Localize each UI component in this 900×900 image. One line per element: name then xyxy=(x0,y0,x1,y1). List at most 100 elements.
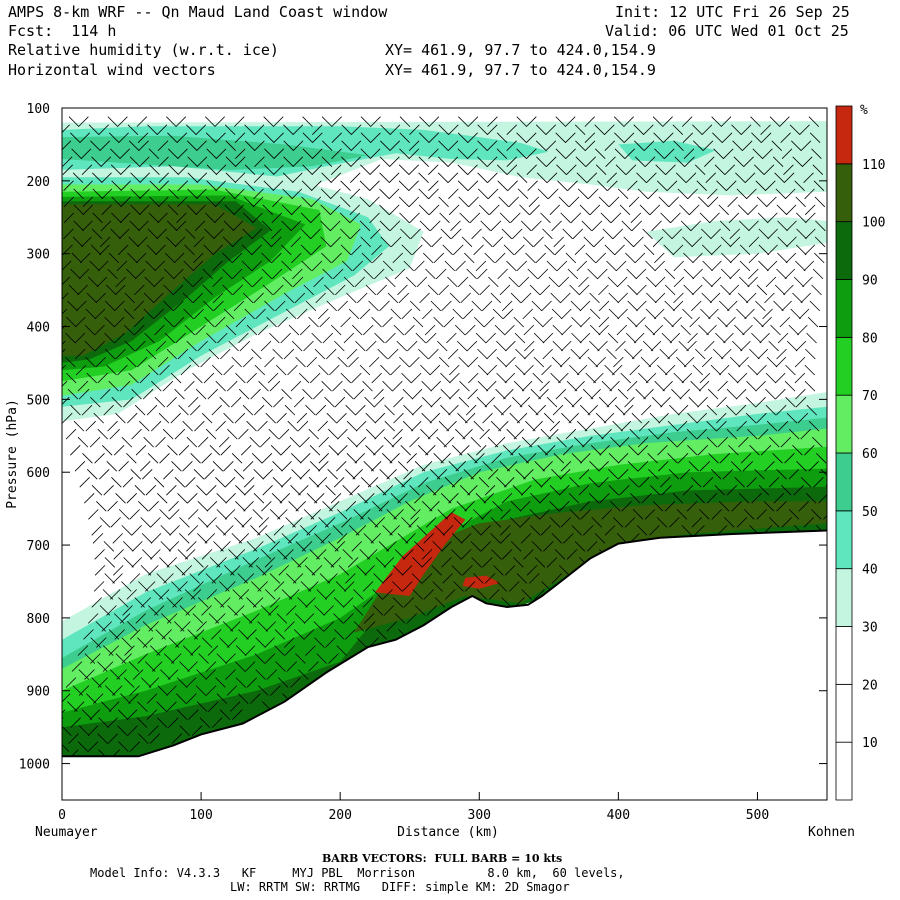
wind-barb-column xyxy=(716,116,760,536)
terrain-mask xyxy=(62,530,827,800)
wind-barb-column xyxy=(126,116,190,752)
wind-barb-column xyxy=(382,116,433,640)
wind-barb-column xyxy=(775,116,827,536)
left-endpoint-label: Neumayer xyxy=(35,825,98,840)
plot-frame xyxy=(61,107,828,801)
y-tick-label: 900 xyxy=(27,685,50,700)
y-tick-label: 1000 xyxy=(19,758,50,773)
init-time: Init: 12 UTC Fri 26 Sep 25 xyxy=(615,3,850,21)
colorbar-swatch xyxy=(835,683,853,743)
wind-barb-column xyxy=(68,116,134,760)
chart-title: AMPS 8-km WRF -- Qn Maud Land Coast wind… xyxy=(8,3,388,21)
y-tick-label: 600 xyxy=(27,466,50,481)
wind-barb-column xyxy=(676,116,713,536)
right-endpoint-label: Kohnen xyxy=(808,825,855,840)
xy-range-2: XY= 461.9, 97.7 to 424.0,154.9 xyxy=(385,61,656,79)
y-tick-label: 500 xyxy=(27,393,50,408)
wind-barb-column xyxy=(421,116,470,616)
wind-barb-column xyxy=(539,116,582,584)
barb-legend: BARB VECTORS: FULL BARB = 10 kts xyxy=(322,852,563,865)
x-tick-label: 500 xyxy=(746,808,769,823)
wind-barb-column xyxy=(342,116,395,648)
colorbar-swatch xyxy=(835,105,853,165)
colorbar-unit: % xyxy=(860,103,868,118)
wind-barb-column xyxy=(284,116,339,688)
colorbar-swatch xyxy=(835,336,853,396)
wind-barb-column xyxy=(500,116,545,608)
colorbar-swatch xyxy=(835,163,853,223)
colorbar-label: 80 xyxy=(862,331,878,346)
x-tick-label: 0 xyxy=(58,808,66,823)
colorbar-label: 20 xyxy=(862,678,878,693)
wind-barb-column xyxy=(598,116,638,544)
wind-barb-column xyxy=(146,116,209,744)
wind-barb-column xyxy=(185,116,246,736)
colorbar-swatch xyxy=(835,568,853,627)
model-info: Model Info: V4.3.3 KF MYJ PBL Morrison 8… xyxy=(90,866,625,880)
terrain-line xyxy=(62,529,828,758)
wind-barb-column xyxy=(225,116,284,720)
wind-barb-column xyxy=(303,116,358,672)
rh-low-band-7 xyxy=(354,501,827,633)
wind-barb-column xyxy=(62,116,116,752)
x-tick-label: 200 xyxy=(328,808,351,823)
wind-barb-column xyxy=(441,116,489,600)
wind-barb-column xyxy=(264,116,321,704)
rh-over-110-small xyxy=(462,575,501,589)
wind-barb-column xyxy=(205,116,265,728)
field-rh-label: Relative humidity (w.r.t. ice) xyxy=(8,41,279,59)
colorbar: 10 20 30 40 50 60 70 80 90 100 110 xyxy=(835,105,885,801)
colorbar-label: 10 xyxy=(862,736,878,751)
wind-barb-column xyxy=(107,116,171,760)
colorbar-label: 70 xyxy=(862,389,878,404)
wind-barb-column xyxy=(166,116,227,744)
colorbar-label: 40 xyxy=(862,563,878,578)
terrain-layer xyxy=(62,529,828,800)
wind-barb-column xyxy=(244,116,302,712)
rh-region-upper-50-60 xyxy=(62,135,368,170)
wind-barb-column xyxy=(323,116,377,664)
wind-barb-column xyxy=(401,116,451,624)
wind-barb-column xyxy=(559,116,601,568)
y-tick-label: 700 xyxy=(27,539,50,554)
colorbar-label: 30 xyxy=(862,621,878,636)
wind-barb-column xyxy=(87,116,153,760)
colorbar-label: 60 xyxy=(862,447,878,462)
x-tick-label: 300 xyxy=(468,808,491,823)
colorbar-swatch xyxy=(835,279,853,338)
wind-barb-column xyxy=(657,116,695,536)
colorbar-label: 110 xyxy=(862,158,885,173)
wind-barb-column xyxy=(755,116,805,536)
wind-barb-column xyxy=(519,116,563,600)
wind-barb-column xyxy=(637,116,676,536)
colorbar-swatch xyxy=(835,741,853,801)
wind-barb-column xyxy=(460,116,507,600)
y-tick-label: 300 xyxy=(27,248,50,263)
wind-barb-column xyxy=(362,116,414,648)
wind-barb-column xyxy=(794,116,827,520)
colorbar-label: 50 xyxy=(862,505,878,520)
y-axis-label: Pressure (hPa) xyxy=(5,399,20,509)
colorbar-swatch xyxy=(835,394,853,454)
colorbar-swatch xyxy=(835,626,853,685)
wind-barb-column xyxy=(480,116,526,608)
rh-fill-layer xyxy=(62,121,827,757)
x-tick-label: 400 xyxy=(607,808,630,823)
x-axis-label: Distance (km) xyxy=(397,825,499,840)
wind-barb-column xyxy=(696,116,735,536)
wind-barb-column xyxy=(578,116,620,560)
y-tick-label: 800 xyxy=(27,612,50,627)
colorbar-swatch xyxy=(835,221,853,280)
rh-core-100-110 xyxy=(62,204,257,356)
colorbar-label: 90 xyxy=(862,274,878,289)
colorbar-label: 100 xyxy=(862,216,885,231)
colorbar-swatch xyxy=(835,452,853,512)
rh-region-upper-patch xyxy=(618,140,716,163)
y-tick-label: 200 xyxy=(27,175,50,190)
forecast-hour: Fcst: 114 h xyxy=(8,22,117,40)
colorbar-swatch xyxy=(835,510,853,570)
valid-time: Valid: 06 UTC Wed 01 Oct 25 xyxy=(605,22,849,40)
x-tick-label: 100 xyxy=(189,808,212,823)
rh-region-mid-patch xyxy=(646,217,827,258)
